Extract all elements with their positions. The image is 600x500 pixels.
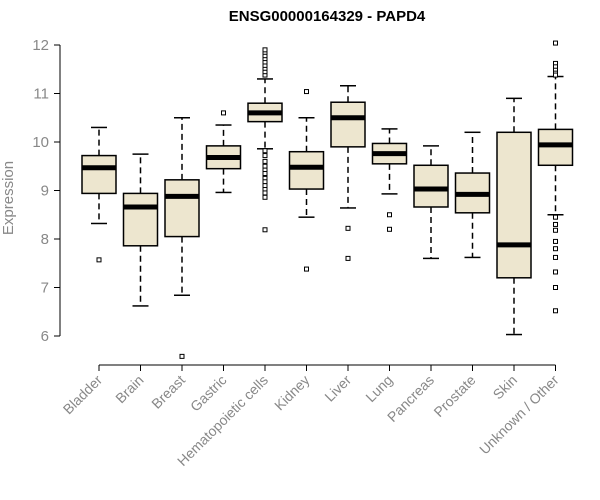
iqr-box [288,150,325,190]
outlier-point [553,72,558,78]
outlier-point [553,40,558,46]
outlier-point [553,285,558,290]
outlier-point [262,227,268,233]
box-liver [330,84,366,261]
outlier-point [387,226,392,232]
y-tick-label: 8 [41,231,49,248]
box-brain [122,153,159,307]
x-tick-label: Unknown / Other [476,372,562,458]
x-tick-label: Prostate [430,372,478,420]
iqr-box [122,192,159,247]
outlier-point [553,221,558,227]
y-tick-label: 6 [41,328,49,345]
outlier-point [345,225,351,231]
outlier-point [553,214,558,220]
y-tick-label: 7 [41,280,49,297]
x-tick-label: Kidney [271,372,313,414]
iqr-box [81,154,117,195]
outlier-point [179,353,185,359]
y-tick-label: 12 [32,37,49,54]
boxes-group [81,40,574,359]
x-tick-label: Liver [321,372,354,405]
iqr-box [164,179,200,238]
outlier-point [553,246,558,252]
outlier-point [262,148,268,154]
outlier-point [262,158,268,164]
x-tick-label: Bladder [60,372,106,418]
outlier-point [262,153,268,159]
outlier-point [262,190,268,196]
chart-title: ENSG00000164329 - PAPD4 [229,8,426,25]
y-axis: 6 7 8 9 10 11 12 [32,37,61,345]
outlier-point [304,266,309,272]
outlier-point [221,110,226,116]
iqr-box [330,101,366,148]
box-skin [496,97,532,336]
outlier-point [262,47,268,53]
box-gastric [205,110,242,194]
y-tick-label: 11 [33,86,49,103]
outlier-point [262,194,268,200]
outlier-point [304,89,309,95]
outlier-point [96,257,102,263]
box-pancreas [413,145,449,260]
box-prostate [454,131,491,259]
outlier-point [553,227,558,233]
outlier-point [262,171,268,177]
box-hematopoietic-cells [247,47,283,233]
x-tick-label: Skin [490,372,521,403]
iqr-box [413,164,449,208]
box-kidney [288,89,325,272]
x-tick-label: Lung [362,372,395,405]
box-bladder [81,126,117,263]
outlier-point [553,269,558,275]
x-tick-label: Brain [112,372,146,406]
box-breast [164,117,200,359]
box-unknown-other [537,40,574,314]
outlier-point [387,212,392,218]
outlier-point [553,254,558,260]
y-tick-label: 10 [32,134,49,151]
x-tick-label: Breast [148,372,188,412]
outlier-point [345,255,351,261]
outlier-point [553,238,558,244]
y-axis-label: Expression [0,161,17,235]
y-tick-label: 9 [41,183,49,200]
iqr-box [496,131,532,279]
outlier-point [553,308,558,314]
box-lung [371,128,408,232]
